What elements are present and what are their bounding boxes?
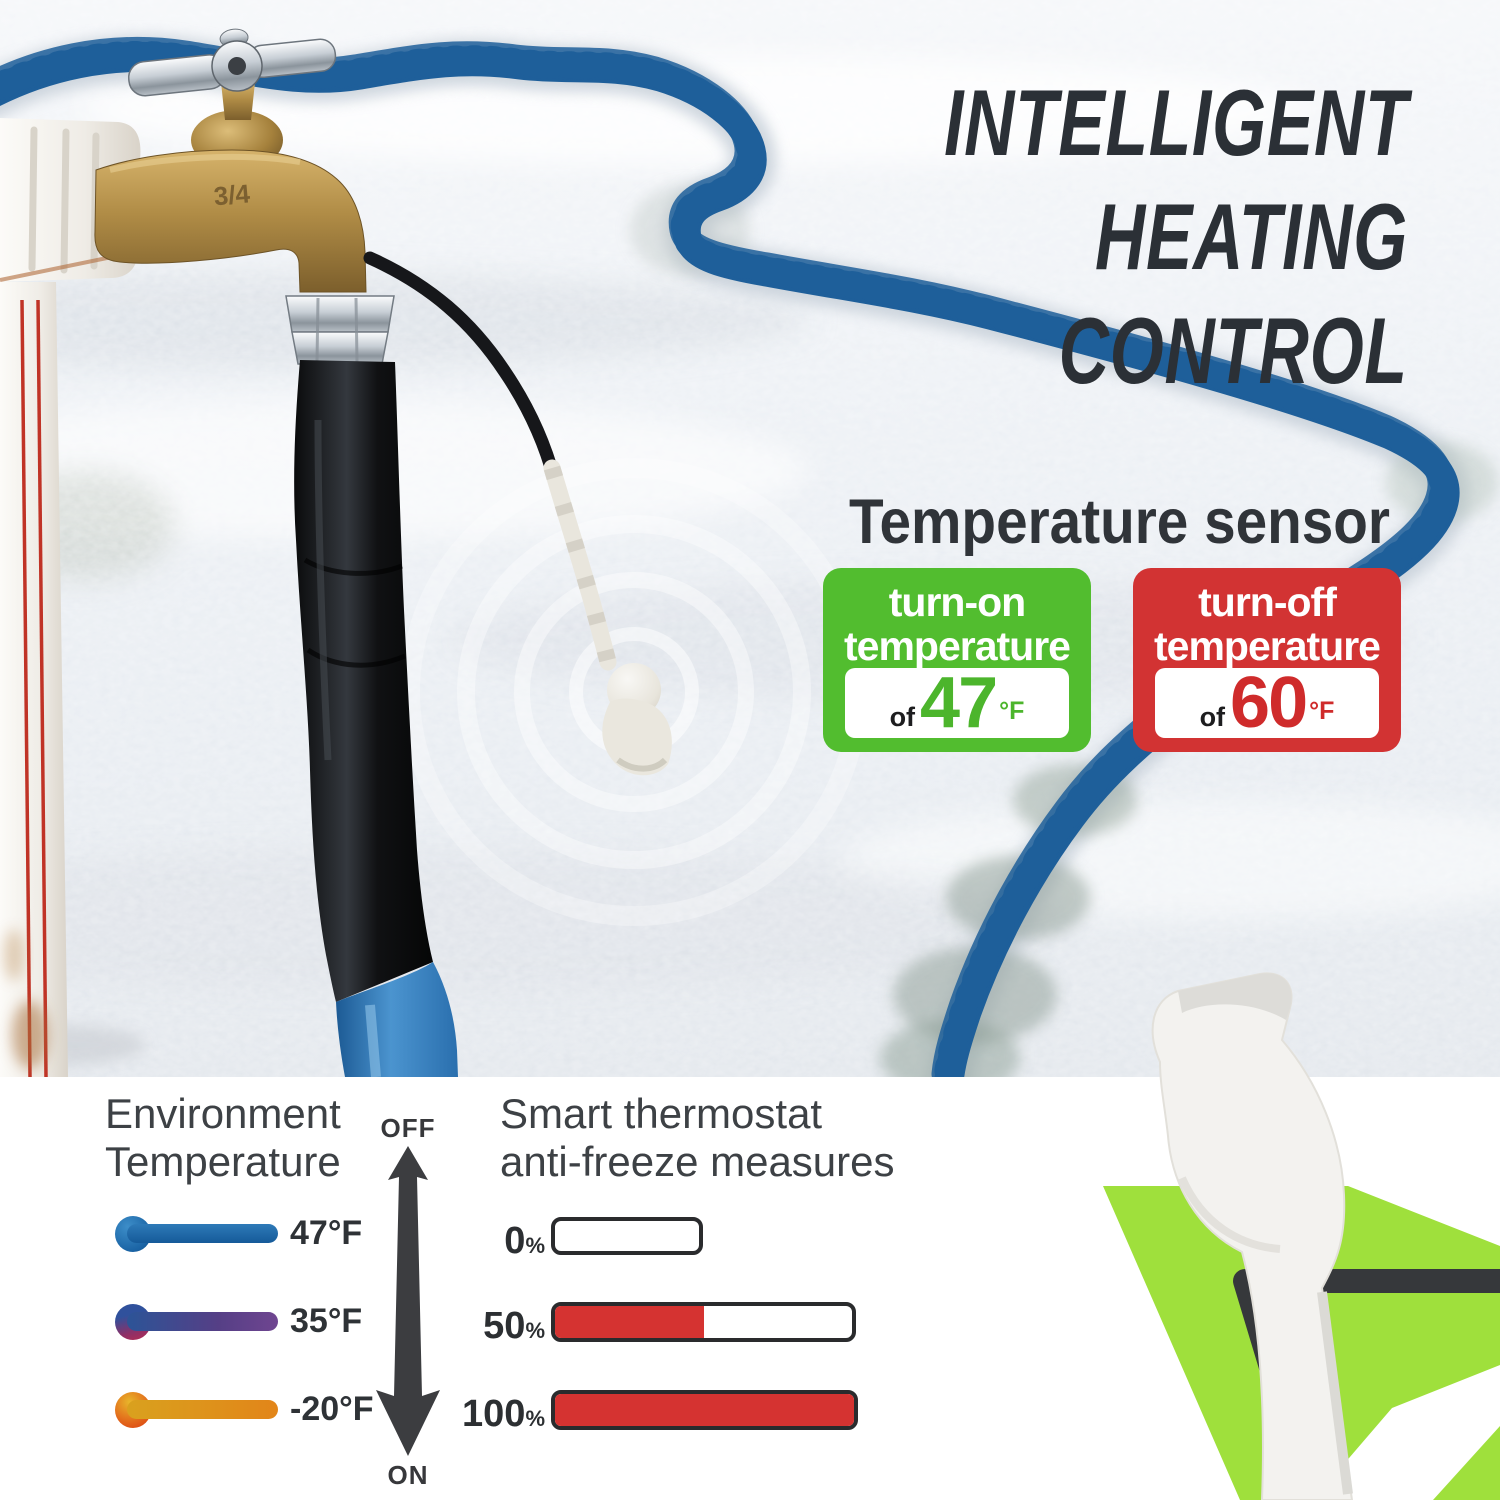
- turn-on-value-box: of 47 °F: [845, 663, 1069, 743]
- environment-temperature-heading: Environment Temperature: [105, 1090, 341, 1185]
- temperature-value: 47°F: [290, 1214, 363, 1252]
- progress-label-0: 0%: [504, 1220, 545, 1262]
- faucet-handle: [127, 28, 337, 97]
- on-off-arrow-icon: [376, 1146, 440, 1456]
- turn-on-unit: °F: [999, 697, 1025, 725]
- headline: INTELLIGENT HEATING CONTROL: [781, 66, 1408, 408]
- headline-line-3: CONTROL: [1058, 298, 1408, 403]
- blue-hose-tip: [336, 962, 458, 1077]
- temperature-sensor-probe: [363, 251, 672, 776]
- thermometer-bar: [127, 1224, 278, 1243]
- headline-line-2: HEATING: [1094, 184, 1408, 289]
- insulated-faucet-hose: [294, 360, 458, 1077]
- faucet-nut: [285, 295, 395, 333]
- snow-photo-section: 3/4 IN: [0, 0, 1500, 1077]
- sensor-probe-closeup-art: [1103, 972, 1500, 1500]
- faucet: 3/4: [94, 28, 395, 365]
- temperature-value: 35°F: [290, 1302, 363, 1340]
- smart-thermostat-heading: Smart thermostat anti-freeze measures: [500, 1090, 895, 1185]
- progress-label-100: 100%: [462, 1393, 545, 1435]
- ice-patches: [630, 184, 1498, 1077]
- off-label: OFF: [380, 1113, 436, 1143]
- value-prefix: of: [889, 702, 916, 732]
- progress-label-50: 50%: [483, 1305, 545, 1347]
- turn-off-badge: turn-off temperature of 60 °F: [1133, 568, 1401, 752]
- turn-on-badge: turn-on temperature of 47 °F: [823, 568, 1091, 752]
- turn-off-unit: °F: [1309, 697, 1335, 725]
- headline-line-1: INTELLIGENT: [943, 70, 1408, 175]
- thermometer-bar: [127, 1400, 278, 1419]
- turn-on-label: turn-on: [888, 579, 1026, 625]
- progress-bar-100: [551, 1390, 858, 1430]
- ripple-rings: [400, 458, 868, 926]
- turn-off-value-box: of 60 °F: [1155, 663, 1379, 743]
- temperature-sensor-heading: Temperature sensor: [849, 487, 1391, 557]
- progress-fill: [555, 1394, 854, 1426]
- progress-bar-0: [551, 1217, 703, 1255]
- turn-off-label-2: temperature: [1154, 623, 1381, 669]
- progress-bar-50: [551, 1302, 856, 1342]
- on-label: ON: [387, 1460, 429, 1490]
- faucet-body: [94, 149, 367, 293]
- progress-fill: [555, 1306, 704, 1338]
- temperature-value: -20°F: [290, 1390, 374, 1428]
- turn-off-value: 60: [1230, 663, 1308, 743]
- turn-on-value: 47: [920, 663, 998, 743]
- thermometer-bar: [127, 1312, 278, 1331]
- value-prefix: of: [1199, 702, 1226, 732]
- turn-on-label-2: temperature: [844, 623, 1071, 669]
- faucet-size-marking: 3/4: [212, 178, 251, 211]
- turn-off-label: turn-off: [1198, 579, 1337, 625]
- probe-closeup: [1151, 972, 1354, 1500]
